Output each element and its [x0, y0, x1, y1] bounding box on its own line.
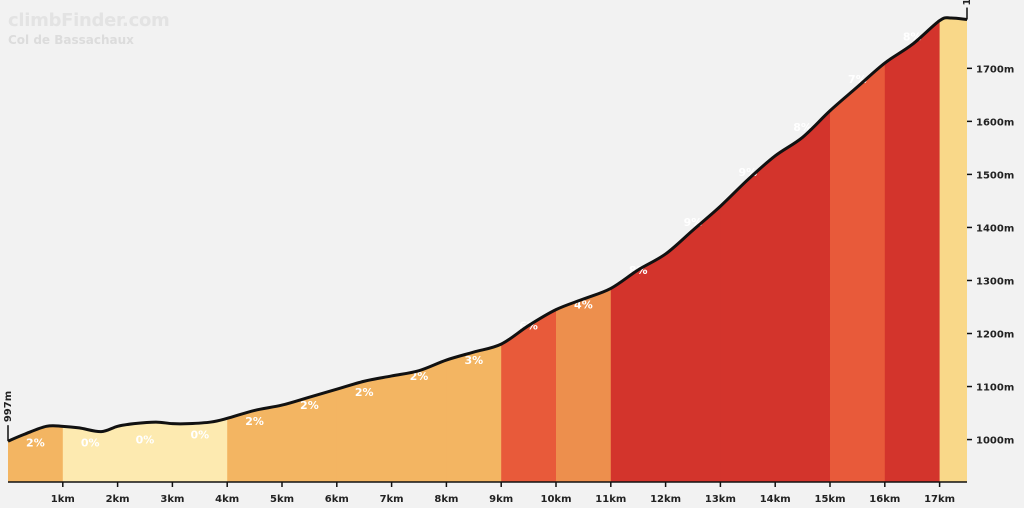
y-axis: 1000m 1100m 1200m 1300m 1400m 1500m 1600m 1700m [967, 64, 1014, 447]
x-tick-label: 1km [51, 494, 75, 505]
x-tick-label: 14km [760, 494, 791, 505]
gradient-label: 0% [190, 428, 209, 441]
elevation-markers: 997m 1792m [3, 0, 973, 442]
gradient-segment [775, 17, 831, 482]
x-tick-label: 4km [215, 494, 239, 505]
y-tick-label: 1000m [976, 436, 1014, 447]
gradient-segment [720, 17, 776, 482]
gradient-label: 2% [245, 415, 264, 428]
gradient-segment [336, 17, 393, 482]
gradient-label: 2% [26, 436, 45, 449]
y-tick-label: 1700m [976, 64, 1014, 75]
gradient-segment [556, 17, 612, 482]
start-elevation-label: 997m [3, 391, 14, 422]
gradient-segment [501, 17, 557, 482]
summit-elevation-label: 1792m [962, 0, 973, 6]
x-tick-label: 5km [270, 494, 294, 505]
x-tick-label: 13km [705, 494, 736, 505]
x-tick-label: 9km [489, 494, 513, 505]
x-tick-label: 16km [869, 494, 900, 505]
x-tick-label: 8km [434, 494, 458, 505]
gradient-label: 2% [300, 399, 319, 412]
gradient-label: 2% [355, 386, 374, 399]
gradient-segment [172, 17, 228, 482]
x-tick-label: 12km [650, 494, 681, 505]
x-tick-label: 17km [924, 494, 955, 505]
y-tick-label: 1100m [976, 383, 1014, 394]
gradient-label: 0% [136, 434, 155, 447]
x-tick-label: 15km [815, 494, 846, 505]
gradient-segment [446, 17, 502, 482]
climb-name: Col de Bassachaux [8, 33, 134, 47]
gradient-segments [8, 17, 967, 482]
gradient-label: 8% [793, 121, 812, 134]
gradient-label: 3% [464, 354, 483, 367]
gradient-segment [884, 17, 941, 482]
x-tick-label: 7km [380, 494, 404, 505]
gradient-segment [8, 17, 64, 482]
gradient-segment [610, 17, 667, 482]
x-tick-label: 3km [160, 494, 184, 505]
y-tick-label: 1500m [976, 170, 1014, 181]
y-tick-label: 1300m [976, 276, 1014, 287]
y-tick-label: 1600m [976, 117, 1014, 128]
gradient-segment [117, 17, 173, 482]
gradient-segment [939, 17, 967, 482]
x-tick-label: 6km [325, 494, 349, 505]
x-tick-label: 10km [541, 494, 572, 505]
x-tick-label: 11km [595, 494, 626, 505]
gradient-label: 0% [81, 436, 100, 449]
brand-logo-text: climbFinder.com [8, 10, 170, 31]
gradient-segment [62, 17, 119, 482]
x-axis: 1km 2km 3km 4km 5km 6km 7km 8km 9km 10km 11km 12km 1… [8, 481, 967, 505]
profile-line [7, 16, 968, 443]
gradient-segment [391, 17, 447, 482]
y-tick-label: 1400m [976, 223, 1014, 234]
x-tick-label: 2km [106, 494, 130, 505]
y-tick-label: 1200m [976, 330, 1014, 341]
